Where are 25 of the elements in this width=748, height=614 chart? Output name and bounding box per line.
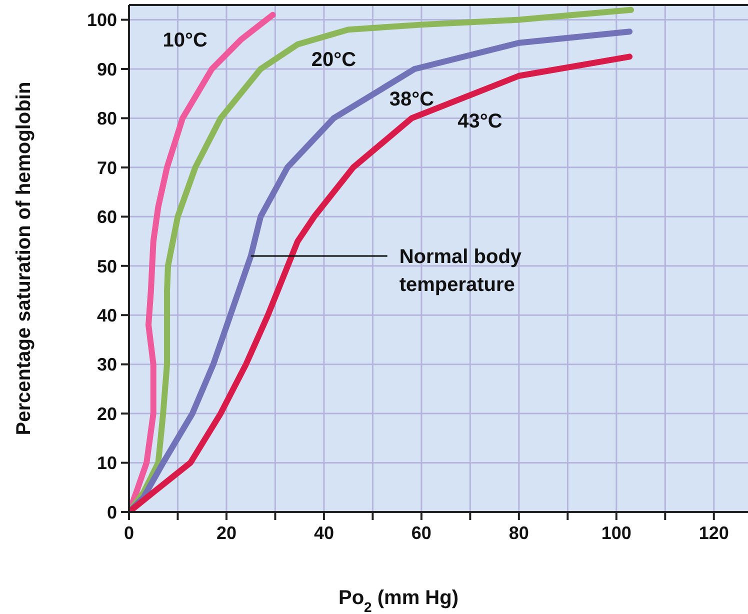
x-axis-title: Po$_{2}$ (mm Hg) — [338, 587, 459, 614]
y-tick-label: 60 — [96, 207, 117, 228]
series-label: 43°C — [458, 110, 502, 133]
y-tick-label: 80 — [96, 108, 117, 129]
x-tick-label: 40 — [314, 522, 334, 543]
series-label: 38°C — [389, 88, 434, 111]
x-tick-label: 0 — [124, 522, 134, 543]
series-label: 20°C — [311, 49, 356, 72]
annotation: Normal body temperature — [399, 246, 522, 296]
x-tick-label: 100 — [601, 522, 632, 543]
y-tick-label: 50 — [96, 256, 117, 276]
x-tick-label: 20 — [216, 522, 236, 543]
x-tick-label: 80 — [508, 522, 529, 543]
y-tick-label: 0 — [106, 502, 117, 522]
y-tick-label: 30 — [96, 354, 117, 375]
y-tick-label: 10 — [96, 453, 117, 474]
y-tick-label: 90 — [96, 59, 117, 80]
y-tick-label: 70 — [96, 158, 117, 178]
x-tick-label: 60 — [411, 522, 432, 543]
y-tick-label: 40 — [96, 305, 117, 326]
x-tick-label: 120 — [698, 522, 729, 543]
y-axis-title: Percentage saturation of hemoglobin — [13, 82, 35, 436]
y-tick-label: 20 — [96, 404, 117, 424]
y-tick-label: 100 — [86, 10, 117, 30]
series-label: 10°C — [162, 29, 208, 52]
